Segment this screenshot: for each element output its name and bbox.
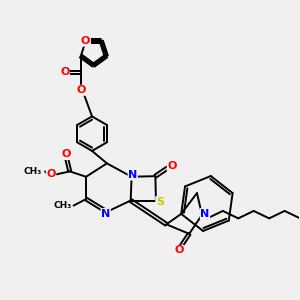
Text: O: O <box>46 169 56 179</box>
Text: O: O <box>76 85 86 95</box>
Text: CH₃: CH₃ <box>23 167 41 176</box>
Text: CH₃: CH₃ <box>54 201 72 210</box>
Text: O: O <box>175 245 184 256</box>
Text: O: O <box>60 68 69 77</box>
Text: S: S <box>156 197 164 207</box>
Text: N: N <box>128 170 137 180</box>
Text: N: N <box>200 208 210 219</box>
Text: N: N <box>101 208 110 219</box>
Text: O: O <box>81 36 90 46</box>
Text: O: O <box>167 161 177 171</box>
Text: O: O <box>61 149 71 160</box>
